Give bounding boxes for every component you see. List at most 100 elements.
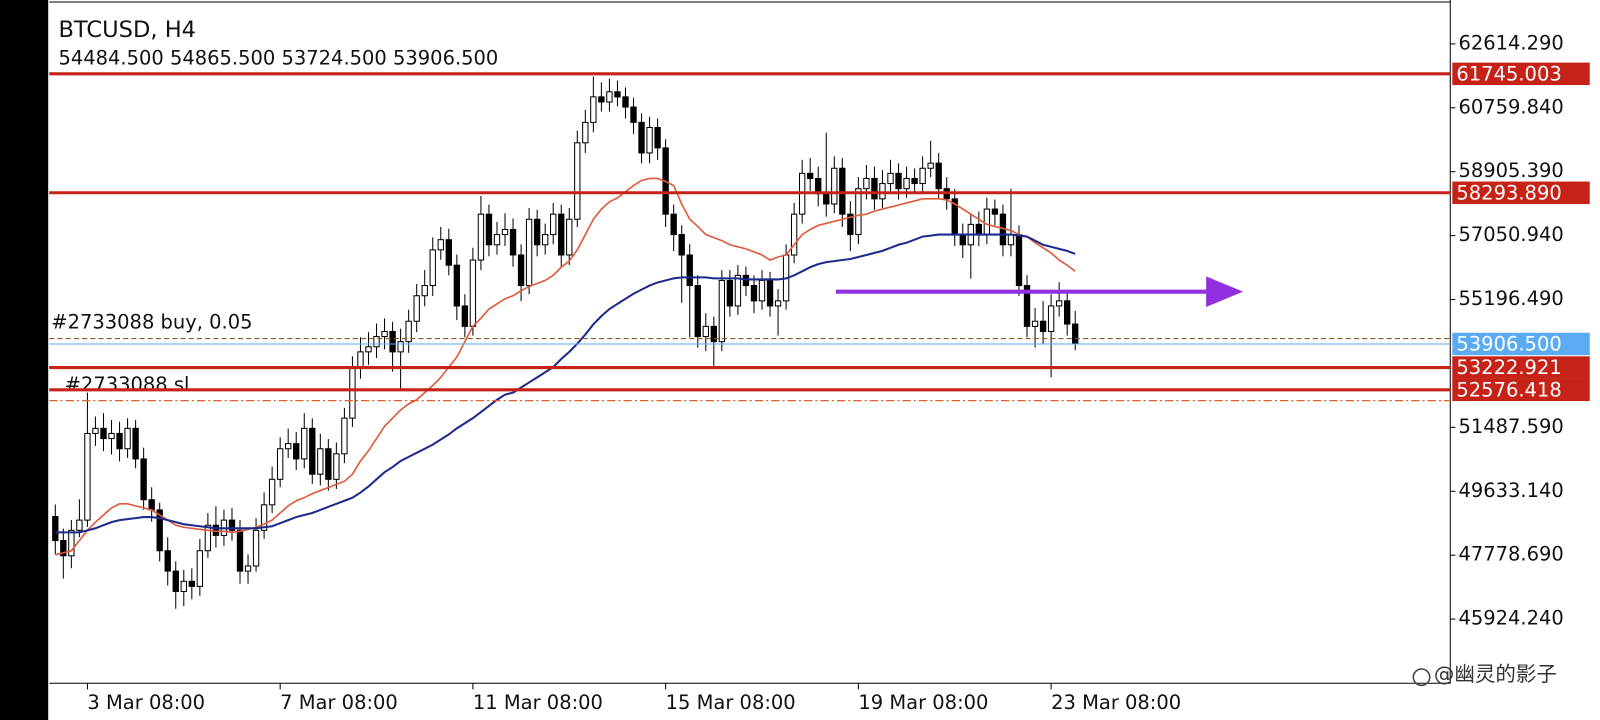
candle-body [598, 96, 605, 103]
candle-body [325, 448, 332, 480]
candle-body [871, 177, 878, 200]
candle-body [734, 274, 742, 307]
candle-body [758, 279, 766, 302]
candle-body [76, 519, 83, 531]
candle-body [983, 208, 991, 236]
candle-body [654, 126, 661, 149]
candle-body [839, 167, 846, 215]
y-tick-label: 51487.590 [1458, 415, 1563, 438]
y-tick-label: 45924.240 [1458, 607, 1563, 630]
candle-body [558, 213, 565, 256]
moving-average-line [55, 177, 1076, 556]
candle-body [477, 213, 485, 261]
candle-body [236, 529, 244, 572]
candle-body [525, 218, 533, 287]
candle-body [461, 305, 469, 327]
candle-body [1039, 320, 1047, 332]
order-label: #2733088 sl [65, 373, 190, 396]
candle-body [533, 218, 541, 246]
candle-body [694, 285, 701, 338]
candle-body [445, 239, 452, 266]
candle-body [790, 213, 798, 256]
candle-body [1072, 323, 1079, 345]
candle-body [582, 121, 589, 144]
candle-body [1023, 285, 1031, 327]
candle-body [1047, 305, 1055, 332]
candle-body [823, 193, 830, 205]
x-tick-label: 11 Mar 08:00 [473, 691, 603, 714]
candle-body [774, 300, 782, 307]
bid-price-label: 53906.500 [1456, 333, 1561, 356]
x-tick-label: 23 Mar 08:00 [1051, 691, 1181, 714]
candle-body [68, 529, 75, 557]
x-tick-label: 19 Mar 08:00 [858, 691, 988, 714]
y-tick-label: 47778.690 [1458, 543, 1563, 566]
y-tick-label: 60759.840 [1458, 95, 1563, 118]
watermark: @幽灵的影子 [1434, 662, 1557, 686]
candle-body [959, 234, 966, 246]
candle-body [276, 448, 284, 480]
candle-body [469, 259, 477, 327]
candle-body [421, 285, 428, 297]
candle-body [301, 427, 308, 460]
chart-title: BTCUSD, H4 [58, 17, 196, 43]
candle-body [148, 499, 155, 511]
y-tick-label: 57050.940 [1458, 223, 1563, 246]
candle-body [108, 432, 115, 440]
y-tick-label: 62614.290 [1458, 31, 1563, 54]
candle-body [381, 330, 388, 338]
level-price-box [1452, 181, 1590, 204]
y-tick-label: 55196.490 [1458, 287, 1563, 310]
candle-body [622, 96, 629, 108]
candle-body [686, 254, 693, 287]
candle-body [718, 279, 726, 343]
candle-body [1015, 234, 1023, 287]
x-tick-label: 15 Mar 08:00 [666, 691, 796, 714]
candle-body [285, 443, 292, 450]
candle-body [590, 96, 597, 123]
candle-body [807, 172, 814, 179]
candle-body [646, 126, 653, 154]
candle-body [405, 320, 412, 343]
candle-body [493, 234, 501, 246]
candle-body [124, 427, 131, 450]
candle-body [164, 550, 171, 572]
level-price-label: 52576.418 [1456, 378, 1561, 401]
candle-body [606, 91, 613, 103]
candle-body [975, 223, 983, 236]
candle-body [132, 427, 139, 460]
candle-body [172, 570, 179, 593]
candle-body [413, 295, 420, 322]
candle-body [204, 524, 212, 552]
level-price-box [1452, 62, 1590, 86]
candle-body [397, 341, 404, 353]
x-tick-label: 7 Mar 08:00 [280, 691, 398, 714]
candle-body [541, 234, 549, 246]
candle-body [517, 254, 525, 287]
candle-body [887, 172, 894, 185]
level-price-label: 53222.921 [1456, 356, 1561, 379]
candle-body [855, 188, 862, 236]
candle-body [678, 234, 685, 256]
level-price-label: 61745.003 [1456, 62, 1561, 85]
candle-body [252, 529, 260, 567]
candle-body [116, 432, 123, 450]
candle-body [614, 91, 621, 98]
candle-body [453, 264, 461, 307]
candle-body [702, 325, 709, 338]
left-border [0, 0, 49, 720]
candle-body [710, 325, 717, 343]
bid-price-box [1452, 332, 1590, 356]
candle-body [766, 279, 774, 307]
level-price-label: 58293.890 [1456, 181, 1561, 204]
candle-body [317, 448, 324, 475]
candle-body [389, 330, 396, 353]
chart-subtitle: 54484.500 54865.500 53724.500 53906.500 [58, 47, 498, 70]
level-price-box [1452, 378, 1590, 402]
order-label: #2733088 buy, 0.05 [51, 311, 252, 334]
candle-body [726, 279, 734, 307]
candle-body [1063, 300, 1071, 325]
candle-body [574, 142, 581, 220]
candle-body [501, 228, 509, 236]
